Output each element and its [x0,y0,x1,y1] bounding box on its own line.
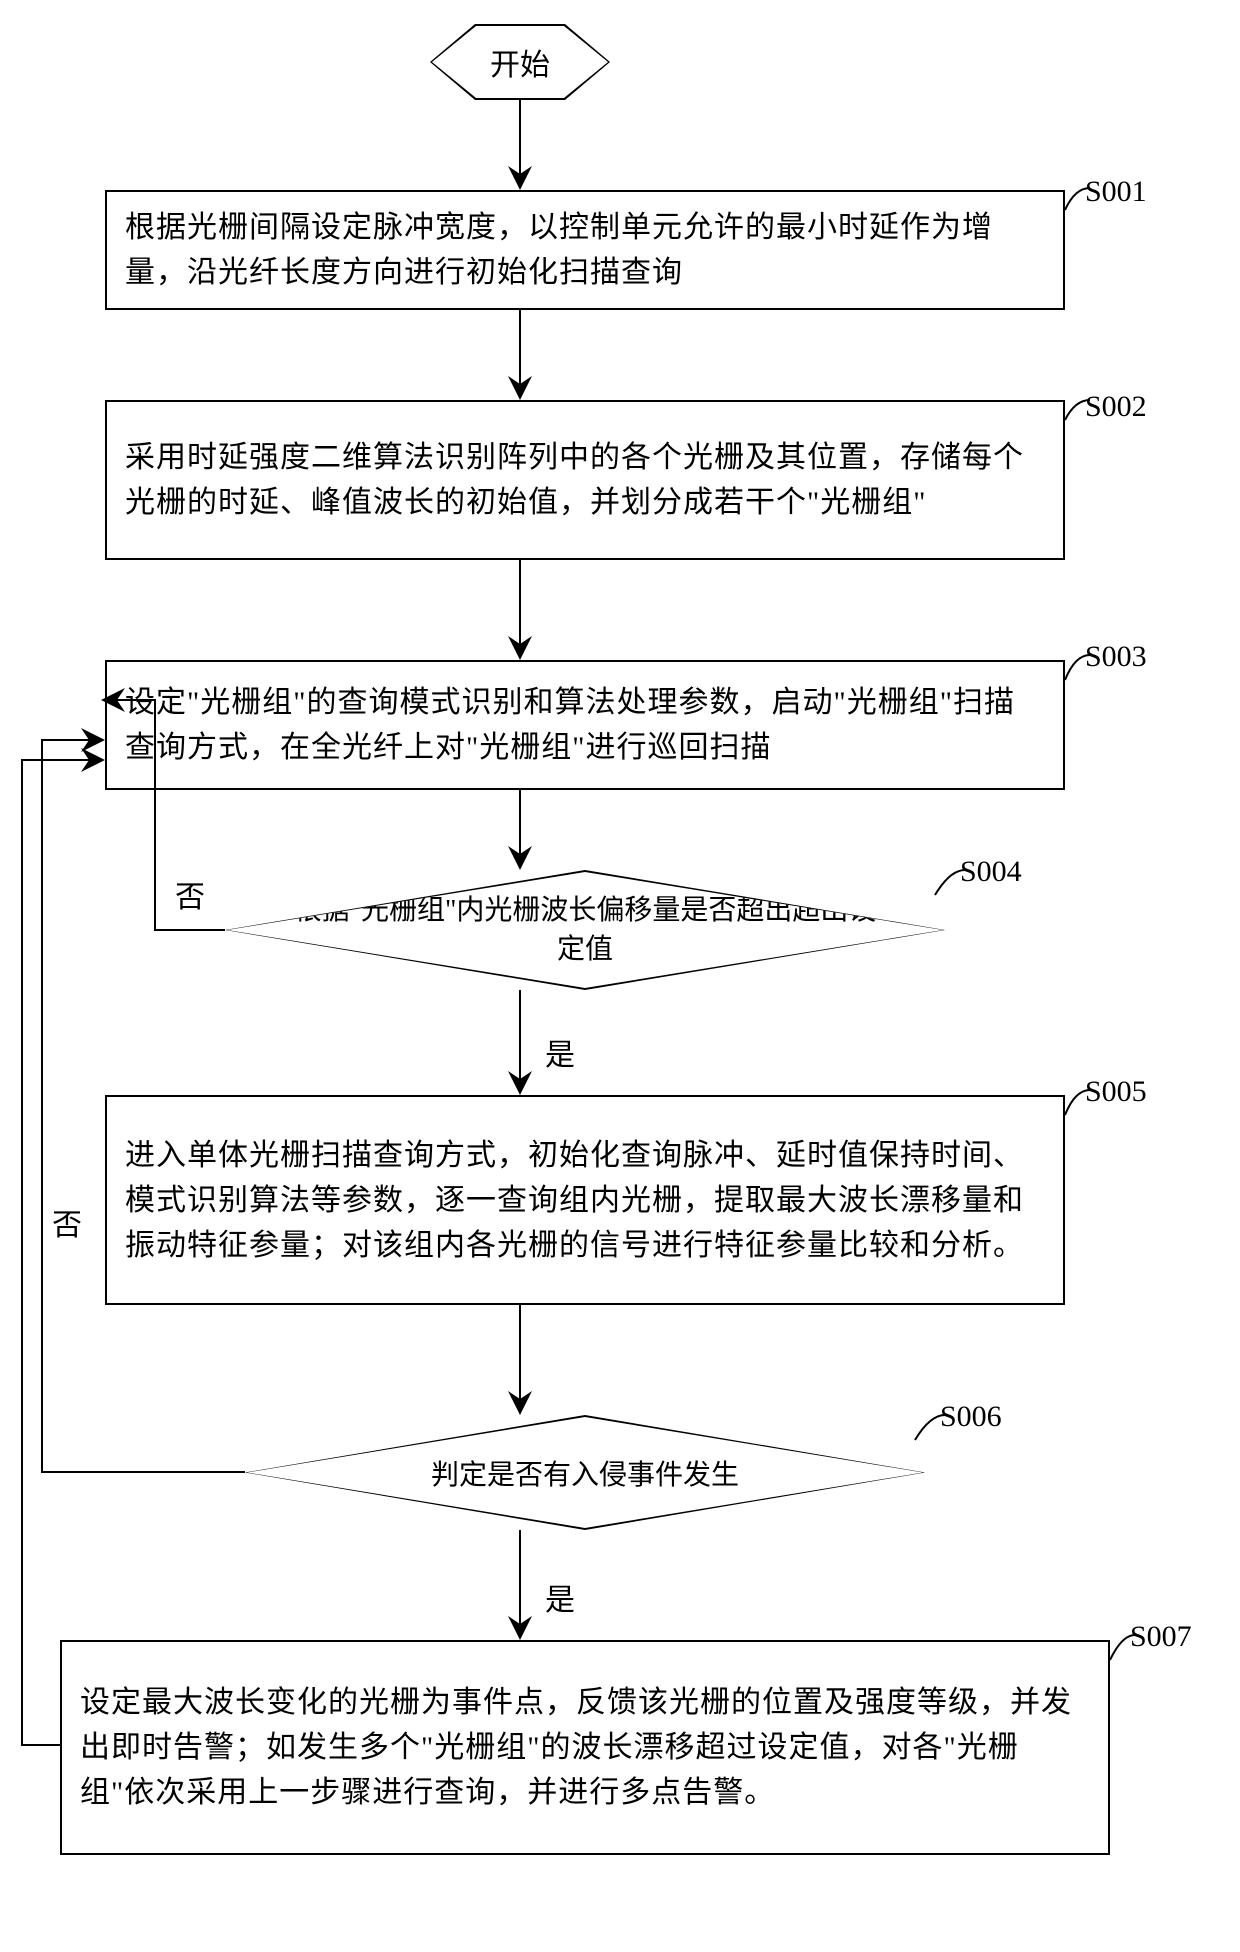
s006-label: S006 [940,1400,1002,1434]
s007-node: 设定最大波长变化的光栅为事件点，反馈该光栅的位置及强度等级，并发出即时告警；如发… [60,1640,1110,1855]
s005-text: 进入单体光栅扫描查询方式，初始化查询脉冲、延时值保持时间、模式识别算法等参数，逐… [125,1133,1045,1268]
s005-node: 进入单体光栅扫描查询方式，初始化查询脉冲、延时值保持时间、模式识别算法等参数，逐… [105,1095,1065,1305]
s004-yes-label: 是 [545,1030,575,1074]
start-text: 开始 [490,40,550,84]
s004-text: 根据"光栅组"内光栅波长偏移量是否超出超出设定值 [287,891,883,969]
s003-text: 设定"光栅组"的查询模式识别和算法处理参数，启动"光栅组"扫描查询方式，在全光纤… [125,680,1045,770]
s006-text: 判定是否有入侵事件发生 [431,1453,739,1493]
start-node: 开始 [430,24,610,100]
s001-label: S001 [1085,175,1147,209]
s002-node: 采用时延强度二维算法识别阵列中的各个光栅及其位置，存储每个光栅的时延、峰值波长的… [105,400,1065,560]
s005-label: S005 [1085,1075,1147,1109]
s003-node: 设定"光栅组"的查询模式识别和算法处理参数，启动"光栅组"扫描查询方式，在全光纤… [105,660,1065,790]
s001-text: 根据光栅间隔设定脉冲宽度，以控制单元允许的最小时延作为增量，沿光纤长度方向进行初… [125,205,1045,295]
s006-node: 判定是否有入侵事件发生 [245,1415,925,1530]
s004-label: S004 [960,855,1022,889]
s002-label: S002 [1085,390,1147,424]
s002-text: 采用时延强度二维算法识别阵列中的各个光栅及其位置，存储每个光栅的时延、峰值波长的… [125,435,1045,525]
s007-label: S007 [1130,1620,1192,1654]
s003-label: S003 [1085,640,1147,674]
s007-text: 设定最大波长变化的光栅为事件点，反馈该光栅的位置及强度等级，并发出即时告警；如发… [80,1680,1090,1815]
s006-yes-label: 是 [545,1575,575,1619]
s004-node: 根据"光栅组"内光栅波长偏移量是否超出超出设定值 [225,870,945,990]
s001-node: 根据光栅间隔设定脉冲宽度，以控制单元允许的最小时延作为增量，沿光纤长度方向进行初… [105,190,1065,310]
s004-no-label: 否 [175,872,205,916]
s006-no-label: 否 [52,1200,82,1244]
